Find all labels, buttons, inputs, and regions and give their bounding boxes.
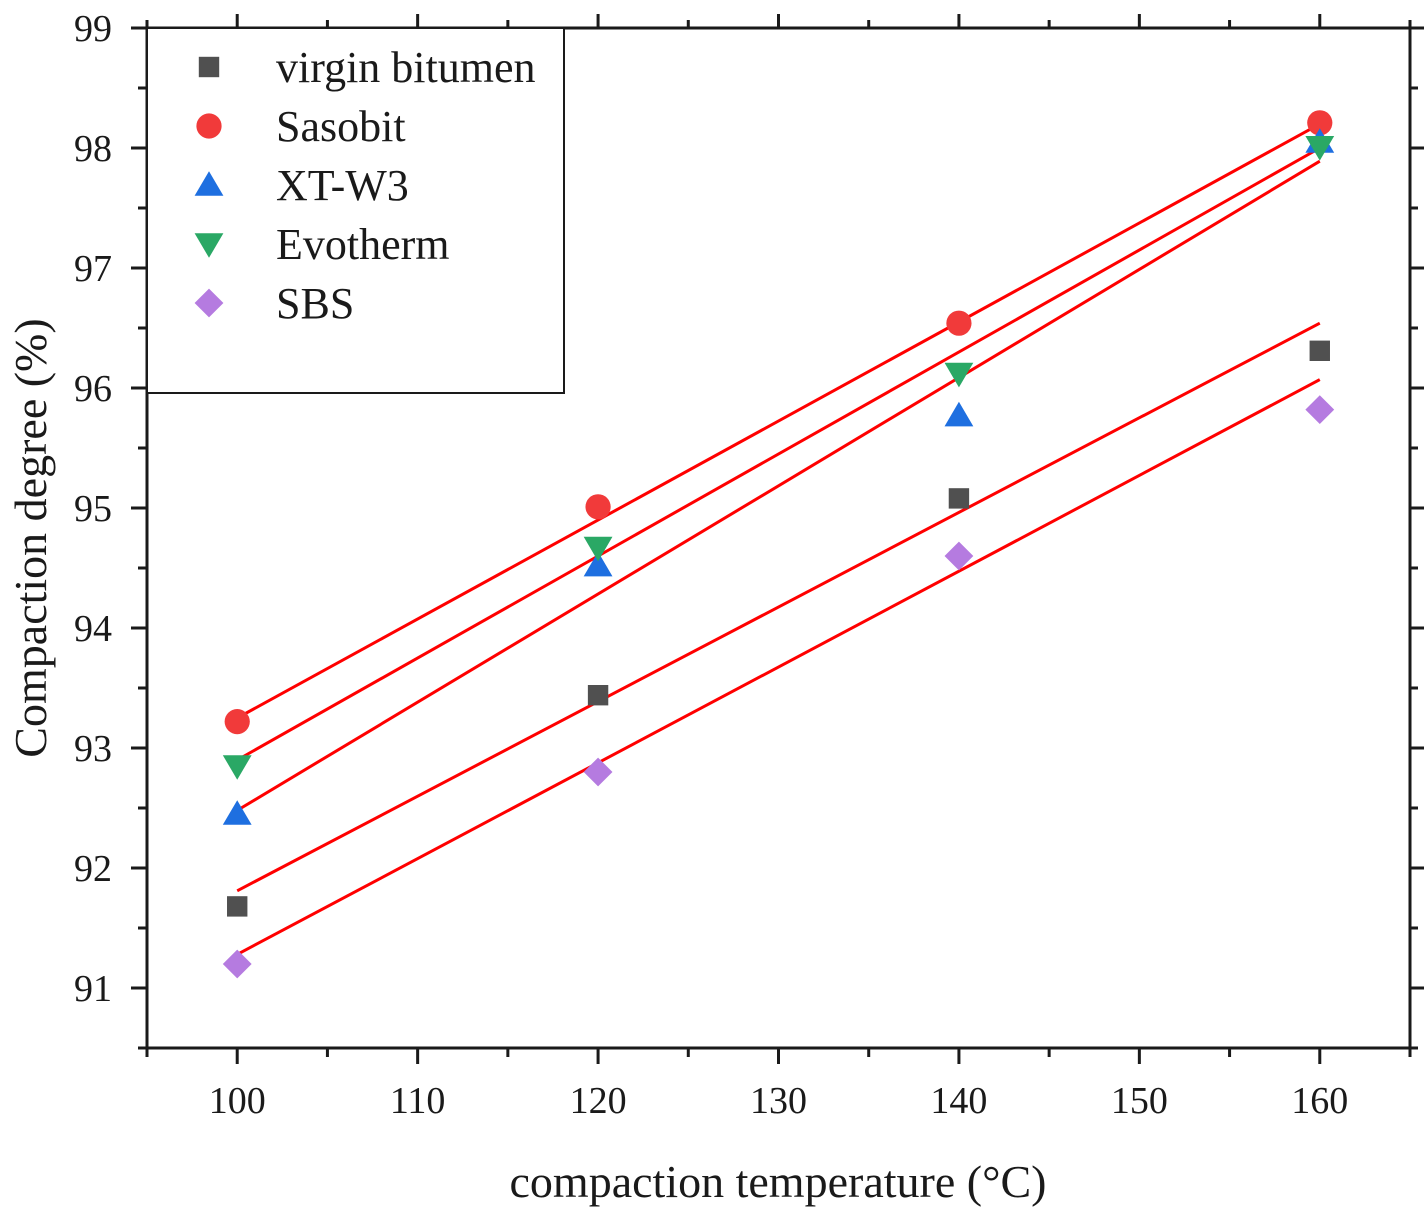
point-evotherm xyxy=(1305,136,1335,161)
legend-marker-sbs xyxy=(194,288,224,318)
legend-label-sasobit: Sasobit xyxy=(276,102,406,151)
legend-box xyxy=(146,27,565,394)
point-virgin-bitumen xyxy=(948,488,970,509)
fit-lines xyxy=(236,122,1321,956)
point-sasobit xyxy=(585,494,611,520)
y-tick-label: 91 xyxy=(74,968,112,1010)
legend: virgin bitumen Sasobit XT-W3 Evotherm SBS xyxy=(146,27,565,394)
x-tick-label: 130 xyxy=(750,1080,807,1122)
point-evotherm xyxy=(583,536,613,562)
y-tick-label: 94 xyxy=(74,608,112,650)
x-tick-label: 120 xyxy=(570,1080,627,1122)
y-tick-label: 97 xyxy=(74,248,112,290)
legend-marker-sasobit xyxy=(196,113,222,139)
y-tick-label: 99 xyxy=(74,8,112,50)
legend-label-xt-w3: XT-W3 xyxy=(276,161,409,210)
y-tick-label: 96 xyxy=(74,368,112,410)
point-sasobit xyxy=(1307,110,1333,136)
point-virgin-bitumen xyxy=(227,896,248,917)
x-tick-label: 140 xyxy=(930,1080,987,1122)
y-tick-label: 93 xyxy=(74,728,112,770)
y-axis-title: Compaction degree (%) xyxy=(5,318,56,757)
point-sbs xyxy=(944,541,974,571)
point-sasobit xyxy=(224,709,250,735)
legend-label-virgin-bitumen: virgin bitumen xyxy=(276,43,536,92)
x-tick-label: 100 xyxy=(209,1080,266,1122)
point-virgin-bitumen xyxy=(587,685,609,706)
point-evotherm xyxy=(944,362,974,388)
point-xt-w3 xyxy=(222,800,252,825)
x-tick-label: 110 xyxy=(390,1080,446,1122)
point-sbs xyxy=(222,949,252,979)
y-axis: 91 92 93 94 95 96 97 98 99 xyxy=(74,8,1424,1050)
x-axis-title: compaction temperature (°C) xyxy=(510,1156,1047,1207)
fit-line-evotherm xyxy=(236,146,1321,762)
point-xt-w3 xyxy=(583,551,613,577)
legend-marker-xt-w3 xyxy=(194,171,224,196)
point-sbs xyxy=(1305,395,1335,424)
point-evotherm xyxy=(222,755,252,780)
point-sbs xyxy=(583,757,613,787)
point-virgin-bitumen xyxy=(1309,340,1330,361)
x-tick-label: 160 xyxy=(1291,1080,1348,1122)
y-tick-label: 95 xyxy=(74,488,112,530)
fit-line-sasobit xyxy=(236,122,1321,720)
y-tick-label: 92 xyxy=(74,848,112,890)
x-tick-label: 150 xyxy=(1111,1080,1168,1122)
legend-label-sbs: SBS xyxy=(276,279,354,328)
data-markers xyxy=(222,110,1335,979)
fit-line-sbs xyxy=(236,378,1321,956)
legend-label-evotherm: Evotherm xyxy=(276,220,450,269)
fit-line-xt-w3 xyxy=(236,159,1321,812)
y-tick-label: 98 xyxy=(74,128,112,170)
point-sasobit xyxy=(946,310,972,336)
point-xt-w3 xyxy=(944,401,974,427)
fit-line-virgin-bitumen xyxy=(236,321,1321,893)
legend-marker-evotherm xyxy=(194,233,224,258)
x-axis: 100 110 120 130 140 150 160 xyxy=(145,14,1412,1122)
legend-marker-virgin-bitumen xyxy=(198,56,220,78)
